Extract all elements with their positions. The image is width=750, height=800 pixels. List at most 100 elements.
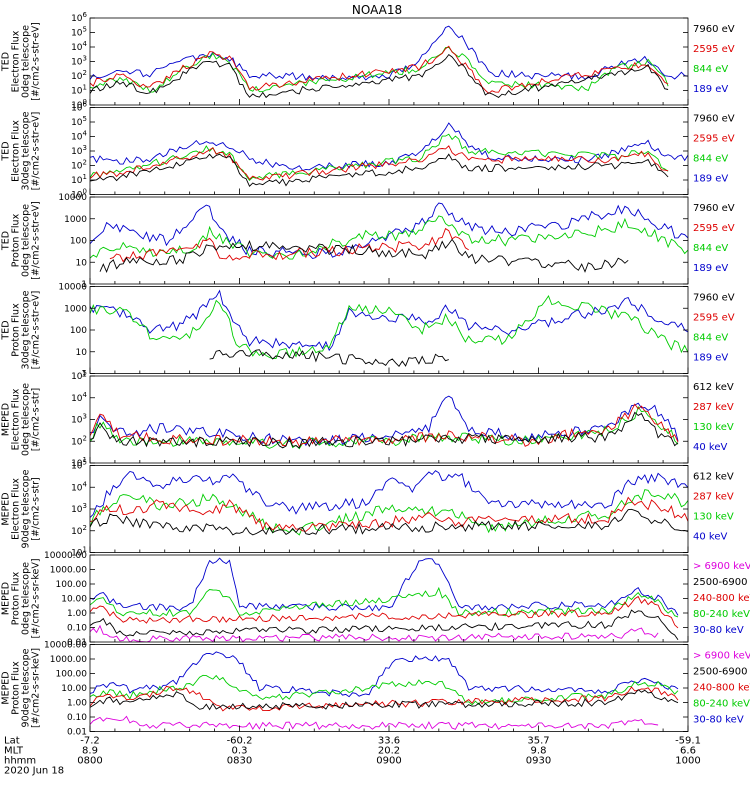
legend-item: 189 eV [693,174,728,185]
legend-item: 2500-6900 [693,667,748,678]
y-tick-label: 1000.00 [50,566,87,576]
chart-title: NOAA18 [352,3,402,17]
y-axis-title: TEDElectron Flux30deg telescope[#/cm2-s-… [1,111,42,190]
legend-item: 2595 eV [693,44,735,55]
legend-item: 240-800 keV [693,593,750,604]
panel-7: 0.01 0.10 1.00 10.00 100.00 1000.00 10000.00ME… [1,551,750,648]
series-2500-6900 [90,689,679,711]
legend-item: 30-80 keV [693,715,744,726]
footer-value: 0930 [526,756,551,767]
legend-item: 844 eV [693,243,728,254]
y-tick-label: 10.00 [61,595,87,605]
y-tick-label: 105 [71,369,87,382]
y-axis-title: TEDProton Flux0deg telescope[#/cm2-s-str… [1,201,42,280]
series-287-kev [90,496,688,533]
y-tick-label: 0.01 [67,638,87,648]
panel-3: 1 10 100 1000 10000 TEDProton Flux0deg telesc… [1,193,735,290]
series-7960-ev [90,53,669,99]
legend-item: 80-240 keV [693,699,750,710]
series-189-ev [90,25,688,82]
panel-frame [89,375,689,464]
series-group [90,557,679,642]
footer-value: 6.6 [680,746,696,757]
footer-value: 8.9 [82,746,98,757]
series-612-kev [90,508,688,536]
legend-item: 287 keV [693,492,734,503]
y-axis-title: MEPEDElectron Flux0deg telescope[#/cm2-s… [1,383,42,456]
series--6900-kev [90,624,659,642]
footer-date: 2020 Jun 18 [4,766,64,777]
series-2595-ev [109,227,469,263]
y-tick-label: 104 [71,130,87,143]
y-tick-label: 103 [71,502,87,515]
y-tick-label: 10000.00 [44,641,87,651]
y-tick-label: 10000.00 [44,551,87,561]
y-tick-label: 101 [71,84,87,97]
legend-item: > 6900 keV [693,561,750,572]
legend-item: 7960 eV [693,203,735,214]
series-group [90,25,688,99]
y-tick-label: 100.00 [56,580,88,590]
footer-value: 20.2 [378,746,400,757]
series-844-ev [90,133,669,181]
series-7960-ev [90,153,669,187]
y-tick-label: 10000 [58,193,87,203]
footer-row-label: Lat [4,736,20,747]
y-tick-label: 1 [81,280,87,290]
footer-value: 9.8 [531,746,547,757]
y-axis-title: TEDElectron Flux0deg telescope[#/cm2-s-s… [1,22,42,101]
series-189-ev [90,289,688,352]
footer-value: -7.2 [80,736,100,747]
footer-value: 1000 [675,756,700,767]
y-tick-label: 105 [71,115,87,128]
footer-value: 33.6 [378,736,400,747]
series-2500-6900 [90,609,679,641]
footer-value: 0900 [376,756,401,767]
y-tick-label: 10 [76,348,88,358]
series-844-ev [90,295,688,360]
series-7960-ev [209,349,449,368]
y-tick-label: 100 [70,326,87,336]
y-tick-label: 1000 [64,215,87,225]
y-tick-label: 104 [71,391,87,404]
legend-item: 130 keV [693,422,734,433]
series-30-80-kev [90,557,679,616]
y-tick-label: 1000 [64,304,87,314]
y-tick-label: 100.00 [56,670,88,680]
footer-value: 0800 [77,756,102,767]
series-189-ev [90,202,688,260]
footer-value: -59.1 [675,736,701,747]
legend-item: 7960 eV [693,24,735,35]
panel-frame [89,107,689,195]
legend-item: 80-240 keV [693,609,750,620]
legend-item: > 6900 keV [693,651,750,662]
y-tick-label: 10000 [58,283,87,293]
series-40-kev [90,395,679,447]
series-240-800-kev [90,685,679,712]
footer-row-label: MLT [4,746,24,757]
legend-item: 30-80 keV [693,625,744,636]
series-40-kev [90,470,688,518]
legend-item: 40 keV [693,532,727,543]
legend-item: 844 eV [693,333,728,344]
legend-item: 7960 eV [693,293,735,304]
y-axis-title: MEPEDElectron Flux90deg telescope[#/cm2-… [1,469,42,548]
y-tick-label: 1.00 [67,699,87,709]
panel-4: 1 10 100 1000 10000 TEDProton Flux30deg teles… [1,283,735,380]
y-tick-label: 102 [71,524,87,537]
legend-item: 240-800 keV [693,683,750,694]
series-612-kev [90,411,679,449]
series-80-240-kev [90,674,679,706]
legend-item: 287 keV [693,402,734,413]
panel-frame [89,196,689,285]
series--6900-kev [90,715,659,731]
panel-frame [89,554,689,643]
y-tick-label: 104 [71,40,87,53]
series-80-240-kev [90,586,679,618]
legend-item: 40 keV [693,442,727,453]
series-2595-ev [90,145,669,181]
